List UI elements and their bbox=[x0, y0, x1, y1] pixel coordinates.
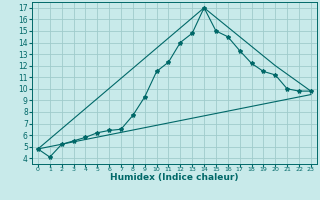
X-axis label: Humidex (Indice chaleur): Humidex (Indice chaleur) bbox=[110, 173, 239, 182]
